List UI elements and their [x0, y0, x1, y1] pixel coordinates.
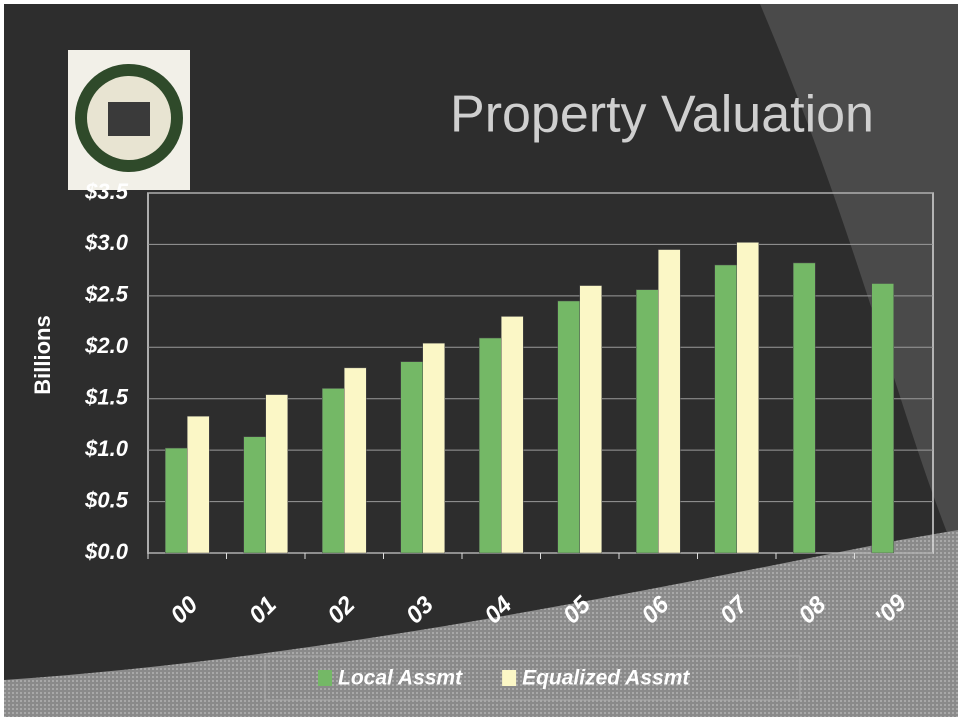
bar [736, 242, 759, 554]
y-tick-label: $2.0 [84, 333, 129, 358]
bar [165, 447, 188, 554]
bar [322, 388, 345, 554]
bar [243, 436, 266, 554]
y-axis-label: Billions [30, 315, 55, 394]
bar [871, 283, 894, 554]
y-tick-label: $2.5 [84, 282, 129, 307]
bar [714, 264, 737, 554]
bar [579, 285, 602, 554]
bar [422, 342, 445, 554]
bar [479, 337, 502, 554]
bar [793, 262, 816, 554]
bar [636, 289, 659, 554]
y-tick-label: $1.0 [84, 436, 129, 461]
legend-label: Local Assmt [338, 667, 463, 690]
legend-swatch [502, 670, 517, 686]
bar [265, 394, 288, 554]
y-tick-label: $1.5 [84, 385, 129, 410]
y-tick-label: $3.5 [84, 179, 129, 204]
y-tick-label: $0.0 [84, 539, 129, 564]
bar [187, 415, 210, 554]
chart-title: Property Valuation [450, 86, 874, 144]
decor-dots [4, 530, 958, 717]
bar [501, 316, 524, 554]
legend-frame [264, 655, 801, 701]
logo [68, 50, 190, 190]
bar [400, 361, 423, 554]
legend-swatch [318, 670, 332, 686]
bar [557, 300, 580, 554]
decor-curve [760, 4, 958, 560]
bar [658, 249, 681, 554]
legend-label: Equalized Assmt [522, 667, 690, 690]
y-tick-label: $0.5 [84, 487, 129, 512]
y-tick-label: $3.0 [84, 230, 129, 255]
bar [344, 367, 367, 554]
